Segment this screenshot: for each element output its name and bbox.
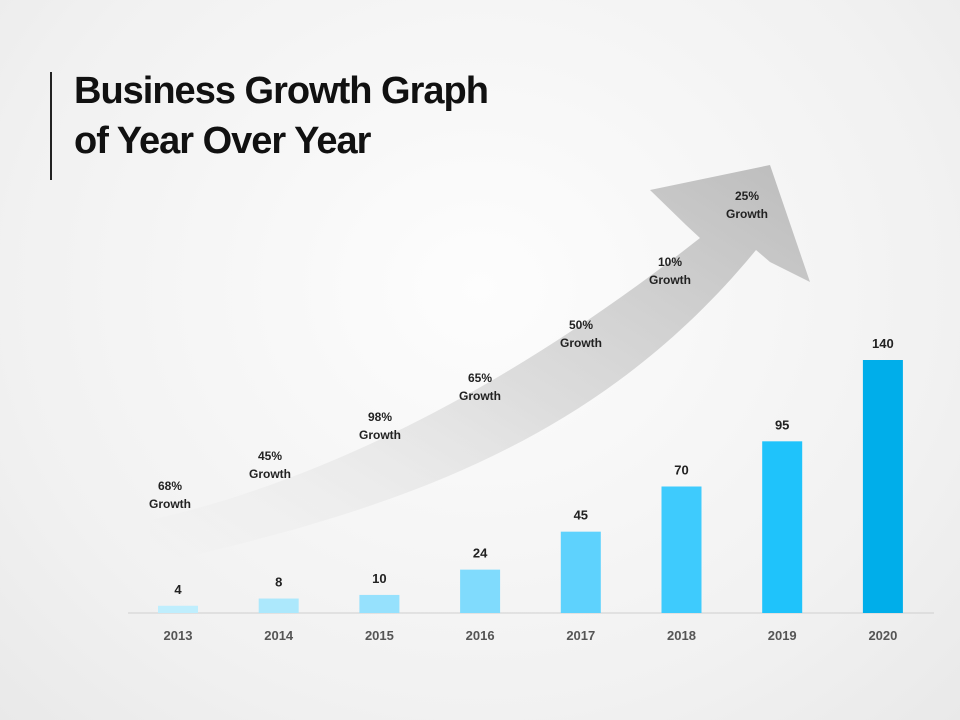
title-accent-rule	[50, 72, 52, 180]
value-label-2018: 70	[674, 463, 688, 478]
growth-percent-4: 65%	[468, 371, 492, 385]
value-label-2015: 10	[372, 571, 386, 586]
value-label-2017: 45	[574, 508, 588, 523]
bar-2013	[158, 605, 198, 613]
growth-percent-6: 10%	[658, 255, 682, 269]
value-label-2020: 140	[872, 336, 894, 351]
growth-word-2: Growth	[249, 467, 291, 481]
growth-word-6: Growth	[649, 273, 691, 287]
value-label-2014: 8	[275, 575, 282, 590]
page-title: Business Growth Graph of Year Over Year	[74, 66, 514, 166]
growth-word-4: Growth	[459, 389, 501, 403]
bar-2015	[359, 594, 400, 613]
bar-2018	[661, 486, 702, 613]
bar-2019	[762, 441, 803, 613]
x-tick-2014: 2014	[264, 628, 294, 643]
value-label-2016: 24	[473, 546, 488, 561]
growth-percent-2: 45%	[258, 449, 282, 463]
x-tick-2013: 2013	[164, 628, 193, 643]
bar-2020	[862, 360, 903, 613]
title-line-2: of Year Over Year	[74, 120, 371, 162]
growth-percent-7: 25%	[735, 189, 759, 203]
value-label-2013: 4	[174, 582, 182, 597]
x-tick-2017: 2017	[566, 628, 595, 643]
growth-percent-3: 98%	[368, 410, 392, 424]
title-line-1: Business Growth Graph	[74, 70, 489, 112]
x-tick-2018: 2018	[667, 628, 696, 643]
x-tick-2019: 2019	[768, 628, 797, 643]
growth-percent-1: 68%	[158, 479, 182, 493]
growth-word-1: Growth	[149, 497, 191, 511]
x-tick-2020: 2020	[868, 628, 897, 643]
value-label-2019: 95	[775, 417, 789, 432]
growth-word-3: Growth	[359, 428, 401, 442]
growth-word-7: Growth	[726, 207, 768, 221]
bar-2017	[560, 531, 601, 613]
trend-arrow-icon	[150, 165, 810, 565]
bar-2014	[258, 598, 299, 613]
bar-2016	[460, 569, 501, 613]
x-tick-2016: 2016	[466, 628, 495, 643]
growth-percent-5: 50%	[569, 318, 593, 332]
growth-word-5: Growth	[560, 336, 602, 350]
x-tick-2015: 2015	[365, 628, 394, 643]
